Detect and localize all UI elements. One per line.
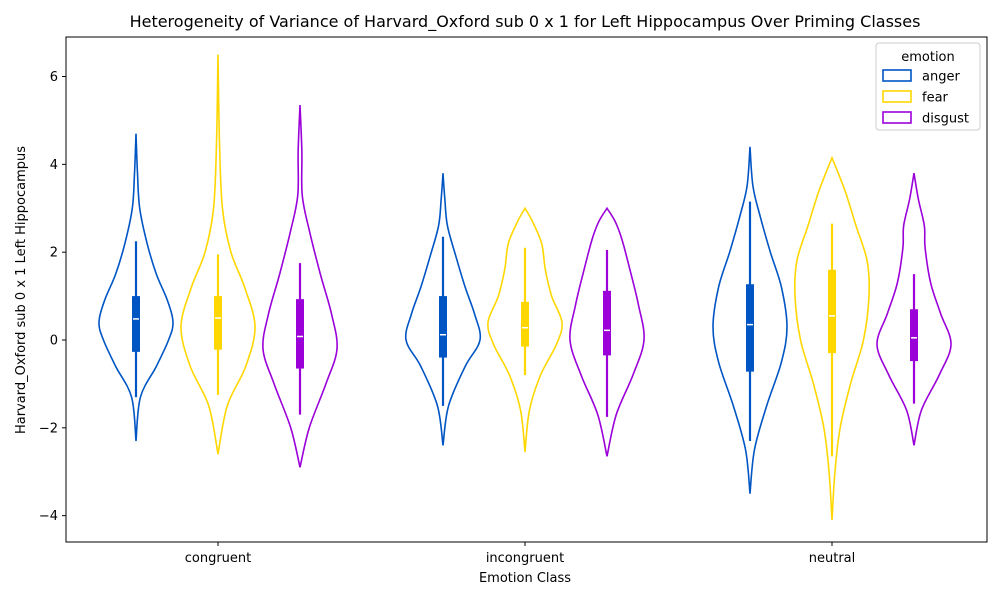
legend-label-disgust: disgust <box>922 112 969 127</box>
y-tick-label: 4 <box>50 158 58 173</box>
legend-title: emotion <box>901 50 955 65</box>
legend: emotion anger fear disgust <box>875 42 981 131</box>
y-axis-label: Harvard_Oxford sub 0 x 1 Left Hippocampu… <box>14 146 29 434</box>
legend-swatch-fear <box>882 90 912 103</box>
violin-fear-congruent <box>180 54 256 455</box>
iqr-box-fear-neutral <box>828 269 836 354</box>
legend-label-fear: fear <box>922 91 949 106</box>
violin-anger-congruent <box>98 133 174 442</box>
y-tick-label: −2 <box>39 421 58 436</box>
violin-fear-neutral <box>793 155 871 521</box>
legend-box <box>875 42 981 131</box>
violin-disgust-neutral <box>876 172 952 446</box>
iqr-box-anger-incongruent <box>439 296 447 358</box>
x-tick-label: congruent <box>185 551 252 566</box>
legend-label-anger: anger <box>922 70 960 85</box>
iqr-box-anger-neutral <box>746 284 754 372</box>
violin-disgust-incongruent <box>569 206 645 457</box>
y-tick-label: −4 <box>39 509 58 524</box>
y-axis-ticks: −4 −2 0 2 4 6 <box>39 70 66 524</box>
iqr-box-fear-congruent <box>214 296 222 350</box>
y-tick-label: 6 <box>50 70 58 85</box>
iqr-box-fear-incongruent <box>521 301 529 347</box>
x-tick-label: incongruent <box>486 551 564 566</box>
violin-anger-neutral <box>712 146 788 494</box>
legend-swatch-disgust <box>882 111 912 124</box>
violin-anger-incongruent <box>404 173 482 446</box>
iqr-box-disgust-incongruent <box>603 290 611 356</box>
x-tick-label: neutral <box>809 551 856 566</box>
chart-title: Heterogeneity of Variance of Harvard_Oxf… <box>130 12 921 32</box>
iqr-box-anger-congruent <box>132 296 140 352</box>
y-tick-label: 0 <box>50 334 58 349</box>
plot-frame <box>65 36 988 543</box>
violin-disgust-congruent <box>262 105 338 468</box>
x-axis-label: Emotion Class <box>479 571 571 586</box>
iqr-box-disgust-congruent <box>296 299 304 369</box>
violin-fear-incongruent <box>487 206 563 453</box>
y-tick-label: 2 <box>50 246 58 261</box>
x-axis-ticks: congruent incongruent neutral <box>185 542 856 566</box>
plot-area <box>98 54 952 521</box>
iqr-box-disgust-neutral <box>910 309 918 362</box>
legend-swatch-anger <box>882 69 912 82</box>
